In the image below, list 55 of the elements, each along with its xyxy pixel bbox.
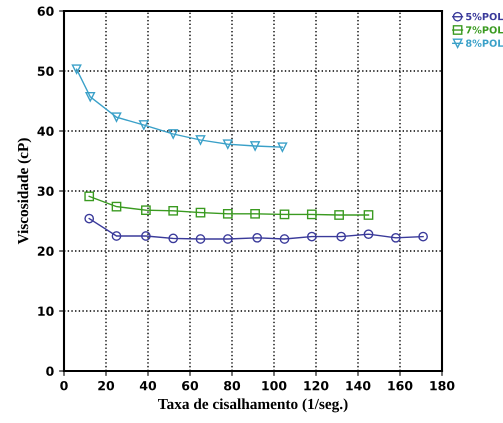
x-tick-label: 80 <box>224 380 240 390</box>
point <box>85 92 96 102</box>
y-tick-label: 40 <box>37 126 54 136</box>
point <box>364 210 374 220</box>
x-tick-label: 60 <box>182 380 198 390</box>
x-tick-label: 160 <box>388 380 412 390</box>
y-tick-label: 10 <box>38 306 54 316</box>
point <box>364 229 374 240</box>
point <box>250 141 260 151</box>
point <box>84 192 94 202</box>
point <box>222 208 233 219</box>
x-tick-label: 100 <box>262 380 286 390</box>
point <box>252 232 262 243</box>
x-tick-label: 120 <box>304 380 328 390</box>
point <box>112 112 122 122</box>
point <box>168 129 178 139</box>
point <box>72 64 82 74</box>
x-axis-title: Taxa de cisalhamento (1/seg.) <box>158 398 348 412</box>
point <box>196 208 206 218</box>
point <box>334 210 344 220</box>
y-tick-label: 20 <box>38 246 54 256</box>
x-tick-label: 20 <box>98 380 114 390</box>
point <box>168 206 178 216</box>
x-tick-label: 40 <box>140 380 156 390</box>
point <box>250 208 260 219</box>
point <box>141 231 151 241</box>
point <box>138 120 149 130</box>
y-tick-label: 50 <box>38 66 54 76</box>
point <box>280 234 290 244</box>
point <box>306 232 317 242</box>
legend-label: 8%POL <box>466 40 503 47</box>
x-tick-label: 140 <box>346 380 370 390</box>
point <box>278 142 288 152</box>
point <box>336 232 346 242</box>
point <box>222 139 233 150</box>
point <box>306 210 317 220</box>
point <box>84 214 94 224</box>
y-tick-label: 60 <box>38 6 54 16</box>
point <box>390 232 401 243</box>
legend-label: 5%POL <box>466 12 503 20</box>
point <box>112 231 122 241</box>
y-axis-title: Viscosidade (cP) <box>17 138 32 244</box>
point <box>196 234 206 244</box>
x-tick-label: 180 <box>430 380 454 390</box>
point <box>168 234 178 244</box>
point <box>196 135 206 145</box>
point <box>418 232 428 242</box>
y-tick-label: 30 <box>38 186 54 196</box>
point <box>280 210 290 220</box>
point <box>112 202 122 212</box>
x-tick-label: 0 <box>60 380 68 390</box>
point <box>222 234 233 244</box>
legend-label: 7%POL <box>466 26 503 34</box>
y-tick-label: 0 <box>46 366 54 376</box>
point <box>141 205 151 216</box>
